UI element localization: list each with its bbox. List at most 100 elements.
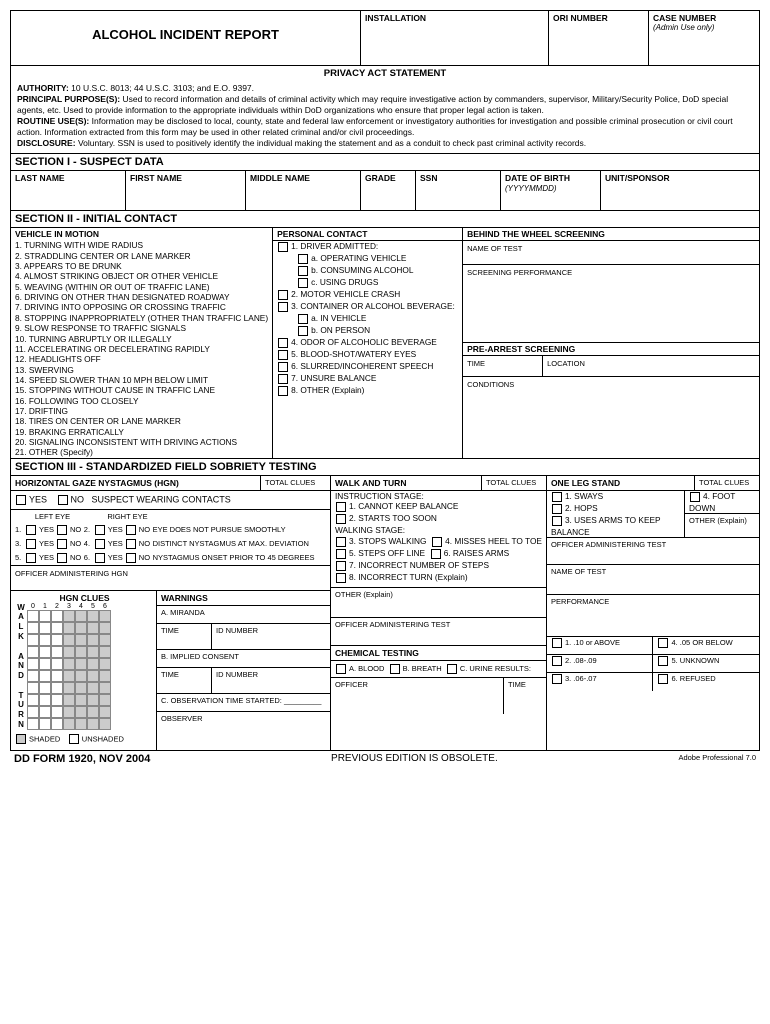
checkbox[interactable] [126,553,136,563]
checkbox[interactable] [336,537,346,547]
grid-cell[interactable] [75,610,87,622]
grid-cell[interactable] [27,646,39,658]
grid-cell[interactable] [87,634,99,646]
wt-officer-field[interactable]: OFFICER ADMINISTERING TEST [331,618,546,646]
checkbox[interactable] [431,549,441,559]
checkbox[interactable] [336,573,346,583]
time-field[interactable]: TIME [463,356,543,376]
grid-cell[interactable] [39,622,51,634]
checkbox[interactable] [278,362,288,372]
grid-cell[interactable] [87,694,99,706]
checkbox[interactable] [57,539,67,549]
grid-cell[interactable] [27,670,39,682]
grid-cell[interactable] [99,610,111,622]
grid-cell[interactable] [99,718,111,730]
checkbox[interactable] [336,549,346,559]
checkbox[interactable] [95,525,105,535]
grid-cell[interactable] [27,706,39,718]
checkbox[interactable] [658,638,668,648]
officer-hgn-field[interactable]: OFFICER ADMINISTERING HGN [11,565,330,591]
grid-cell[interactable] [39,610,51,622]
checkbox[interactable] [447,664,457,674]
grid-cell[interactable] [75,646,87,658]
grid-cell[interactable] [63,658,75,670]
grid-cell[interactable] [99,658,111,670]
grid-cell[interactable] [51,706,63,718]
checkbox[interactable] [552,638,562,648]
checkbox[interactable] [298,254,308,264]
checkbox[interactable] [658,656,668,666]
checkbox[interactable] [432,537,442,547]
ols-name-of-test[interactable]: NAME OF TEST [547,565,759,595]
grid-cell[interactable] [87,646,99,658]
grid-cell[interactable] [75,658,87,670]
grid-cell[interactable] [51,718,63,730]
grid-cell[interactable] [27,634,39,646]
location-field[interactable]: LOCATION [543,356,759,376]
grid-cell[interactable] [75,682,87,694]
implied-id[interactable]: ID NUMBER [212,668,330,693]
checkbox[interactable] [126,525,136,535]
grid-cell[interactable] [39,706,51,718]
grid-cell[interactable] [99,706,111,718]
grid-cell[interactable] [87,610,99,622]
checkbox[interactable] [278,302,288,312]
grid-cell[interactable] [39,682,51,694]
checkbox[interactable] [658,674,668,684]
grid-cell[interactable] [51,694,63,706]
miranda-time[interactable]: TIME [157,624,212,649]
grid-cell[interactable] [27,658,39,670]
checkbox[interactable] [552,656,562,666]
grid-cell[interactable] [99,634,111,646]
grid-cell[interactable] [39,646,51,658]
grid-cell[interactable] [63,634,75,646]
checkbox[interactable] [278,350,288,360]
checkbox[interactable] [58,495,68,505]
ols-other-label[interactable]: OTHER (Explain) [685,513,759,527]
checkbox[interactable] [278,338,288,348]
grid-cell[interactable] [99,622,111,634]
grid-cell[interactable] [99,646,111,658]
grid-cell[interactable] [87,670,99,682]
grid-cell[interactable] [63,706,75,718]
checkbox[interactable] [278,386,288,396]
grid-cell[interactable] [87,706,99,718]
grid-cell[interactable] [39,658,51,670]
observation-time-label[interactable]: C. OBSERVATION TIME STARTED: _________ [157,694,330,712]
checkbox[interactable] [57,553,67,563]
grid-cell[interactable] [63,622,75,634]
miranda-id[interactable]: ID NUMBER [212,624,330,649]
grid-cell[interactable] [51,646,63,658]
conditions-field[interactable]: CONDITIONS [463,377,759,437]
grid-cell[interactable] [51,658,63,670]
grid-cell[interactable] [63,670,75,682]
grid-cell[interactable] [75,634,87,646]
grid-cell[interactable] [27,610,39,622]
grid-cell[interactable] [51,622,63,634]
checkbox[interactable] [26,539,36,549]
checkbox[interactable] [95,553,105,563]
name-of-test-field[interactable]: NAME OF TEST [463,241,759,265]
checkbox[interactable] [278,242,288,252]
grid-cell[interactable] [39,718,51,730]
checkbox[interactable] [126,539,136,549]
grid-cell[interactable] [27,622,39,634]
checkbox[interactable] [336,514,346,524]
grid-cell[interactable] [99,694,111,706]
checkbox[interactable] [552,492,562,502]
checkbox[interactable] [298,278,308,288]
grid-cell[interactable] [99,682,111,694]
checkbox[interactable] [16,495,26,505]
screening-performance-field[interactable]: SCREENING PERFORMANCE [463,265,759,343]
checkbox[interactable] [336,664,346,674]
checkbox[interactable] [57,525,67,535]
chemical-time[interactable]: TIME [504,678,546,714]
grid-cell[interactable] [87,658,99,670]
grid-cell[interactable] [63,682,75,694]
grid-cell[interactable] [51,610,63,622]
checkbox[interactable] [552,516,562,526]
grid-cell[interactable] [39,634,51,646]
grid-cell[interactable] [51,682,63,694]
wt-other-field[interactable]: OTHER (Explain) [331,588,546,618]
checkbox[interactable] [298,314,308,324]
